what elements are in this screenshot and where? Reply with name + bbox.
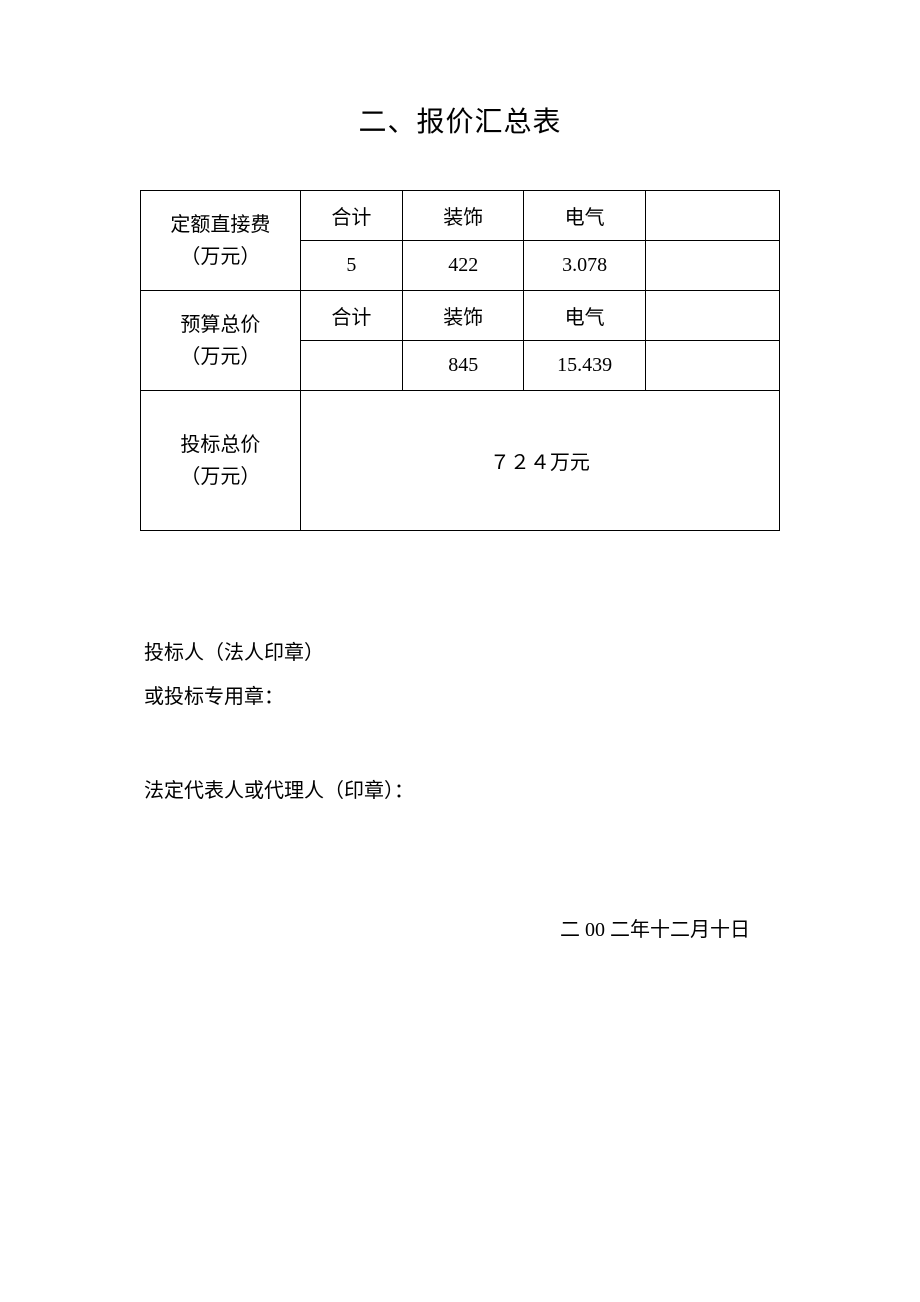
row2-header-decoration: 装饰 bbox=[402, 291, 523, 341]
row1-value-total: 5 bbox=[300, 241, 402, 291]
quote-summary-table: 定额直接费 （万元） 合计 装饰 电气 5 422 3.078 预算总价 （万元… bbox=[140, 190, 780, 531]
bidder-seal-line1: 投标人（法人印章） bbox=[144, 631, 780, 675]
row2-value-decoration: 845 bbox=[402, 341, 523, 391]
page-title: 二、报价汇总表 bbox=[140, 100, 780, 140]
table-row: 定额直接费 （万元） 合计 装饰 电气 bbox=[141, 191, 780, 241]
row3-bid-total: ７２４万元 bbox=[300, 391, 779, 531]
row2-value-electric: 15.439 bbox=[524, 341, 645, 391]
row1-value-decoration: 422 bbox=[402, 241, 523, 291]
row1-header-total: 合计 bbox=[300, 191, 402, 241]
row1-value-electric: 3.078 bbox=[524, 241, 645, 291]
bidder-seal-line2: 或投标专用章： bbox=[144, 675, 780, 719]
row2-header-total: 合计 bbox=[300, 291, 402, 341]
row2-value-blank bbox=[645, 341, 779, 391]
row3-label: 投标总价 （万元） bbox=[141, 391, 301, 531]
signature-block: 投标人（法人印章） 或投标专用章： 法定代表人或代理人（印章）： bbox=[140, 631, 780, 813]
legal-rep-seal-line: 法定代表人或代理人（印章）： bbox=[144, 769, 780, 813]
row1-label: 定额直接费 （万元） bbox=[141, 191, 301, 291]
row2-label: 预算总价 （万元） bbox=[141, 291, 301, 391]
row1-header-electric: 电气 bbox=[524, 191, 645, 241]
row1-header-blank bbox=[645, 191, 779, 241]
row2-value-total bbox=[300, 341, 402, 391]
row2-header-electric: 电气 bbox=[524, 291, 645, 341]
row1-header-decoration: 装饰 bbox=[402, 191, 523, 241]
row1-value-blank bbox=[645, 241, 779, 291]
table-row: 预算总价 （万元） 合计 装饰 电气 bbox=[141, 291, 780, 341]
document-date: 二 00 二年十二月十日 bbox=[140, 913, 780, 942]
row2-header-blank bbox=[645, 291, 779, 341]
table-row: 投标总价 （万元） ７２４万元 bbox=[141, 391, 780, 531]
